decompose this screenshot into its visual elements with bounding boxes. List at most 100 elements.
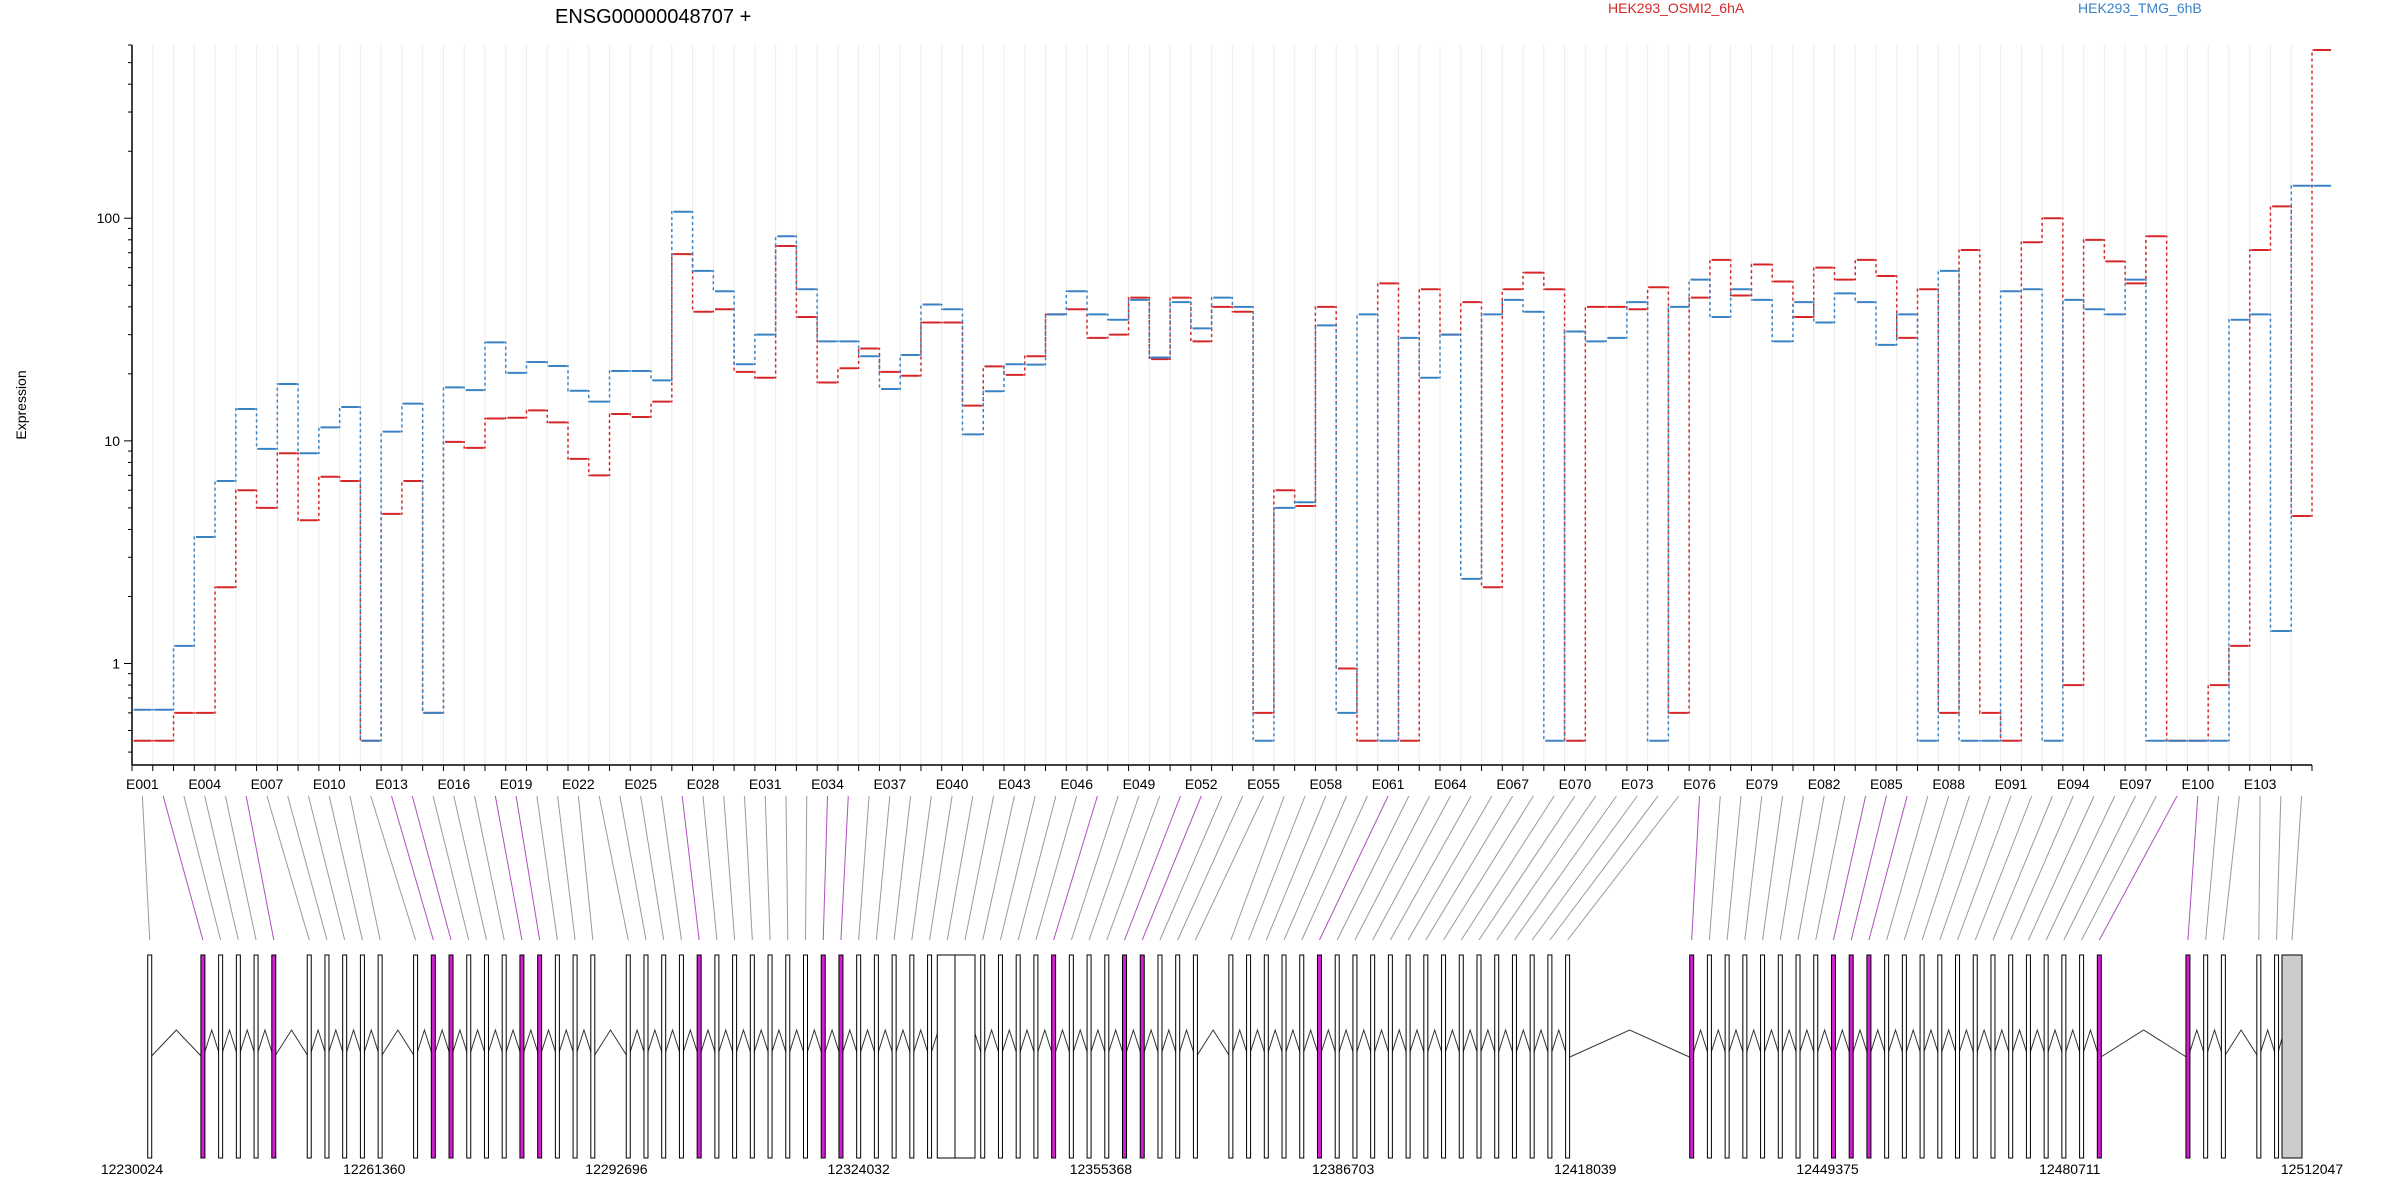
exon-link (2258, 795, 2261, 941)
series-connector (1355, 667, 1359, 742)
x-tick-label: E043 (998, 776, 1031, 792)
exon-link (2045, 795, 2116, 941)
exon-link (432, 795, 470, 941)
series-connector (857, 340, 861, 357)
series-connector (2019, 288, 2023, 292)
series-connector (1957, 270, 1961, 742)
exon-link (598, 795, 629, 941)
series-connector (1272, 489, 1276, 714)
exon-box (1334, 954, 1340, 1159)
exon-link (1141, 795, 1202, 941)
exon-box (873, 954, 879, 1159)
series-connector (1936, 288, 1940, 714)
exon-box (2203, 954, 2209, 1159)
x-tick-label: E019 (500, 776, 533, 792)
series-connector (462, 386, 466, 391)
series-connector (524, 361, 529, 374)
intron (1567, 1029, 1692, 1059)
series-connector (1832, 266, 1837, 281)
series-connector (836, 367, 840, 384)
series-connector (421, 402, 425, 714)
chart-title: ENSG00000048707 + (555, 6, 751, 28)
series-connector (1126, 296, 1131, 336)
exon-link (1886, 795, 1929, 941)
exon-link (1762, 795, 1784, 941)
exon-link (822, 795, 829, 941)
series-connector (234, 408, 238, 482)
genomic-tick-label: 12449375 (1796, 1161, 1859, 1177)
exon-box (1458, 954, 1464, 1159)
x-tick-label: E100 (2181, 776, 2214, 792)
series-connector (1085, 308, 1089, 339)
intron (1744, 1028, 1764, 1059)
exon-box (1015, 954, 1021, 1159)
exon-box (413, 954, 419, 1159)
intron (1531, 1028, 1551, 1059)
series-connector (1791, 280, 1795, 318)
intron (1762, 1028, 1781, 1059)
series-connector (504, 341, 508, 374)
exon-box (1299, 954, 1305, 1159)
series-connector (317, 475, 321, 521)
exon-link (245, 795, 275, 941)
series-connector (2248, 249, 2252, 647)
exon-link (494, 795, 523, 941)
intron (556, 1028, 576, 1059)
series-connector (254, 489, 259, 509)
intron (1832, 1028, 1852, 1059)
exon-box (1884, 954, 1890, 1159)
series-connector (1376, 313, 1380, 742)
series-connector (1604, 337, 1608, 343)
series-connector (2248, 313, 2252, 321)
intron (1124, 1028, 1143, 1059)
intron (2010, 1028, 2029, 1059)
series-connector (504, 417, 508, 420)
series-connector (877, 347, 882, 373)
intron (1957, 1028, 1976, 1059)
exon-link (2063, 795, 2136, 941)
exon-box (1706, 954, 1712, 1159)
exon-box (1051, 954, 1057, 1159)
series-connector (732, 290, 736, 365)
genomic-tick-label: 12261360 (343, 1161, 406, 1177)
exon-link (619, 795, 647, 941)
exon-box (891, 954, 897, 1159)
series-connector (1998, 712, 2003, 742)
legend-label-series-2: HEK293_TMG_6hB (2078, 0, 2202, 16)
x-tick-label: E028 (687, 776, 720, 792)
x-tick-label: E037 (873, 776, 906, 792)
intron (1549, 1028, 1569, 1059)
series-connector (171, 712, 176, 742)
series-lines (133, 48, 2332, 742)
series-connector (898, 354, 902, 390)
exon-box (1937, 954, 1943, 1159)
series-connector (1812, 266, 1816, 318)
series-connector (358, 406, 363, 742)
exon-link (893, 795, 912, 941)
series-connector (773, 235, 778, 336)
exon-box (997, 954, 1003, 1159)
series-connector (2289, 184, 2293, 632)
exon-link (982, 795, 1015, 941)
exon-box (749, 954, 755, 1159)
exon-link (702, 795, 718, 941)
exon-box (2281, 954, 2303, 1159)
series-connector (254, 408, 259, 450)
series-connector (1562, 330, 1567, 742)
exon-box (1405, 954, 1411, 1159)
genomic-tick-label: 12512047 (2281, 1161, 2344, 1177)
x-tick-label: E049 (1123, 776, 1156, 792)
intron (1035, 1028, 1055, 1059)
genomic-tick-label: 12480711 (2039, 1161, 2100, 1177)
exon-link (2291, 795, 2303, 941)
intron (1336, 1028, 1356, 1059)
intron (273, 1029, 310, 1059)
series-connector (877, 355, 882, 390)
series-connector (2268, 313, 2273, 632)
x-tick-label: E082 (1808, 776, 1841, 792)
exon-link (1992, 795, 2053, 941)
series-connector (1293, 489, 1297, 507)
exon-link (1194, 795, 1264, 941)
exon-link (1124, 795, 1181, 941)
series-connector (1251, 306, 1255, 742)
